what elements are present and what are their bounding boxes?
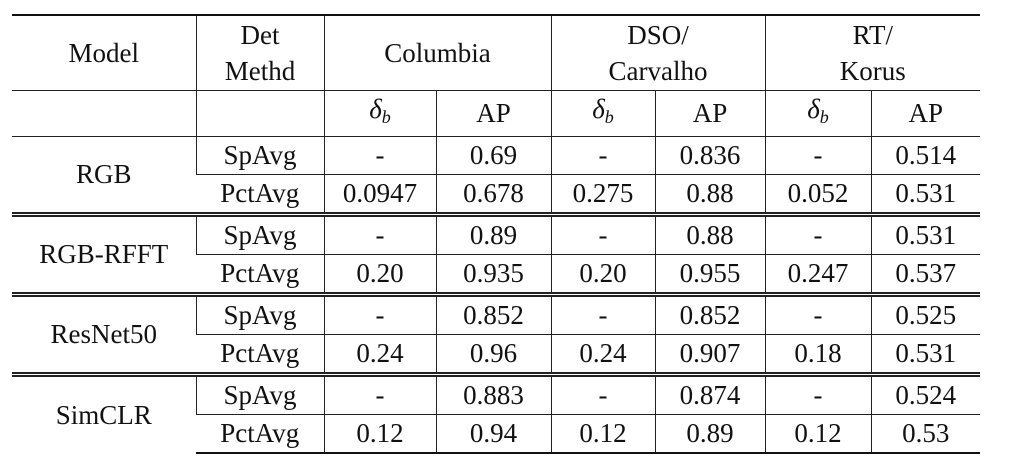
det-method: SpAvg: [195, 212, 324, 255]
value-cell: -: [764, 212, 872, 255]
det-method: PctAvg: [196, 414, 324, 454]
value-cell: 0.531: [870, 334, 981, 375]
det-method: PctAvg: [196, 254, 324, 295]
model-name: ResNet50: [12, 292, 196, 375]
table-row: PctAvg 0.12 0.94 0.12 0.89 0.12 0.53: [12, 414, 981, 454]
metric-empty-method: [195, 90, 324, 137]
table-row: RGB SpAvg -0.69-0.836-0.514: [12, 136, 981, 215]
header-dataset-rt-korus: RT/ Korus: [764, 14, 981, 91]
value-cell: 0.514: [870, 136, 981, 175]
value-cell: 0.20: [550, 254, 655, 295]
metric-ap: AP: [870, 90, 981, 137]
value-cell: 0.53: [870, 414, 981, 454]
dataset-line1: DSO/: [627, 20, 689, 50]
metric-row: δb AP δb AP δb AP: [12, 90, 981, 137]
value-cell: 0.96: [435, 334, 551, 375]
value-cell: 0.907: [654, 334, 766, 375]
value-cell: 0.052: [764, 174, 872, 215]
table-row: PctAvg 0.20 0.935 0.20 0.955 0.247 0.537: [12, 254, 981, 295]
value-cell: 0.0947: [323, 174, 436, 215]
header-dataset-dso-carvalho: DSO/ Carvalho: [550, 14, 766, 91]
metric-empty-model: [12, 90, 196, 137]
header-det-method: Det Methd: [195, 14, 324, 91]
value-cell: -: [550, 212, 655, 255]
det-method: PctAvg: [196, 334, 324, 375]
value-cell: 0.852: [654, 292, 766, 335]
dataset-line1: RT/: [852, 20, 893, 50]
table-row: SimCLR SpAvg -0.883-0.874-0.524: [12, 372, 981, 453]
det-method: SpAvg: [195, 372, 324, 415]
results-table: Model Det Methd Columbia DSO/ Carvalho R…: [12, 14, 981, 454]
value-cell: 0.678: [435, 174, 551, 215]
header-row: Model Det Methd Columbia DSO/ Carvalho R…: [12, 14, 981, 91]
model-name: RGB: [12, 136, 196, 215]
value-cell: 0.89: [654, 414, 766, 454]
value-cell: -: [764, 292, 872, 335]
value-cell: 0.524: [870, 372, 981, 415]
dataset-line2: Carvalho: [608, 56, 708, 86]
value-cell: 0.935: [435, 254, 551, 295]
det-method: SpAvg: [195, 136, 324, 175]
model-name: RGB-RFFT: [12, 212, 196, 295]
value-cell: 0.94: [435, 414, 551, 454]
metric-ap: AP: [654, 90, 766, 137]
value-cell: -: [323, 372, 436, 415]
value-cell: 0.89: [435, 212, 551, 255]
model-name: SimCLR: [12, 372, 196, 453]
value-cell: 0.247: [764, 254, 872, 295]
metric-delta: δb: [764, 90, 872, 137]
metric-delta: δb: [550, 90, 655, 137]
value-cell: 0.69: [435, 136, 551, 175]
dataset-line2: Korus: [839, 56, 906, 86]
metric-delta: δb: [323, 90, 436, 137]
value-cell: 0.12: [764, 414, 872, 454]
value-cell: 0.24: [323, 334, 436, 375]
table-row: PctAvg 0.0947 0.678 0.275 0.88 0.052 0.531: [12, 174, 981, 215]
value-cell: 0.836: [654, 136, 766, 175]
value-cell: -: [764, 372, 872, 415]
dataset-line1: Columbia: [384, 38, 491, 68]
value-cell: 0.275: [550, 174, 655, 215]
value-cell: -: [550, 136, 655, 175]
value-cell: 0.88: [654, 174, 766, 215]
header-dataset-columbia: Columbia: [323, 14, 551, 91]
value-cell: -: [764, 136, 872, 175]
value-cell: -: [550, 372, 655, 415]
det-method: SpAvg: [195, 292, 324, 335]
value-cell: -: [323, 212, 436, 255]
value-cell: 0.883: [435, 372, 551, 415]
header-det-line1: Det: [240, 20, 280, 50]
table-row: PctAvg 0.24 0.96 0.24 0.907 0.18 0.531: [12, 334, 981, 375]
value-cell: 0.12: [323, 414, 436, 454]
value-cell: -: [550, 292, 655, 335]
value-cell: 0.874: [654, 372, 766, 415]
value-cell: 0.525: [870, 292, 981, 335]
header-det-line2: Methd: [224, 56, 296, 86]
header-model: Model: [12, 14, 196, 91]
value-cell: 0.24: [550, 334, 655, 375]
value-cell: 0.12: [550, 414, 655, 454]
table-row: ResNet50 SpAvg -0.852-0.852-0.525: [12, 292, 981, 375]
det-method: PctAvg: [196, 174, 324, 215]
metric-ap: AP: [435, 90, 551, 137]
results-table-container: Model Det Methd Columbia DSO/ Carvalho R…: [12, 14, 981, 454]
value-cell: 0.955: [654, 254, 766, 295]
table-row: RGB-RFFT SpAvg -0.89-0.88-0.531: [12, 212, 981, 295]
value-cell: 0.88: [654, 212, 766, 255]
value-cell: -: [323, 136, 436, 175]
value-cell: 0.18: [764, 334, 872, 375]
value-cell: 0.531: [870, 212, 981, 255]
value-cell: 0.531: [870, 174, 981, 215]
value-cell: 0.20: [323, 254, 436, 295]
value-cell: 0.537: [870, 254, 981, 295]
value-cell: -: [323, 292, 436, 335]
value-cell: 0.852: [435, 292, 551, 335]
